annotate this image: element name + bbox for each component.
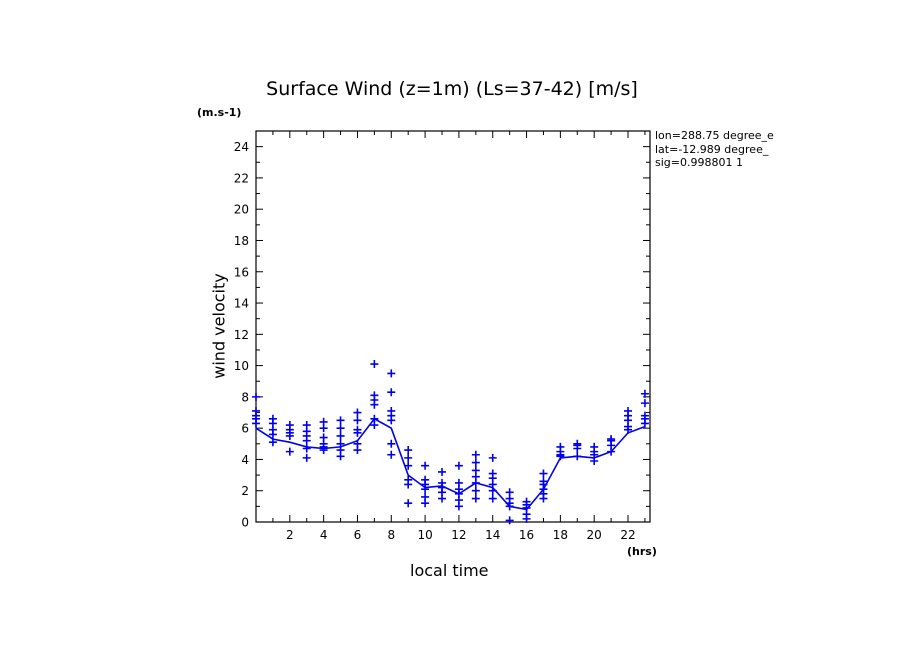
data-point	[404, 499, 413, 508]
data-point	[387, 416, 396, 425]
data-point	[353, 408, 362, 417]
y-tick-label: 12	[234, 328, 249, 342]
data-point	[302, 453, 311, 462]
data-point	[370, 421, 379, 430]
data-point	[252, 419, 260, 428]
x-tick-label: 16	[519, 528, 534, 542]
x-axis-label: local time	[410, 561, 489, 580]
data-point	[336, 431, 345, 440]
data-point	[421, 499, 430, 508]
data-point	[285, 447, 294, 456]
x-tick-label: 8	[387, 528, 395, 542]
data-point	[471, 458, 480, 467]
plot-border	[255, 130, 651, 523]
x-tick-label: 12	[451, 528, 466, 542]
data-point	[573, 444, 582, 453]
data-point	[590, 457, 599, 466]
data-point	[421, 461, 430, 470]
y-tick-label: 20	[234, 203, 249, 217]
data-point	[522, 514, 531, 523]
data-point	[640, 399, 649, 408]
y-tick-label: 24	[234, 140, 249, 154]
data-point	[488, 453, 497, 462]
x-tick-label: 2	[286, 528, 294, 542]
x-tick-label: 18	[553, 528, 568, 542]
info-line: lat=-12.989 degree_	[655, 142, 769, 156]
info-line: sig=0.998801 1	[655, 156, 743, 169]
y-tick-label: 22	[234, 171, 249, 185]
data-point	[404, 453, 413, 462]
data-point	[471, 478, 480, 487]
data-point	[640, 389, 649, 398]
y-tick-label: 2	[241, 484, 249, 498]
data-point	[454, 502, 463, 511]
data-point	[505, 502, 514, 511]
x-tick-label: 6	[354, 528, 362, 542]
data-point	[421, 485, 430, 494]
x-unit-label: (hrs)	[627, 545, 657, 558]
data-marks	[252, 360, 649, 525]
info-box: lon=288.75 degree_e lat=-12.989 degree_ …	[655, 129, 780, 170]
data-point	[505, 516, 514, 525]
data-point	[302, 436, 311, 445]
y-tick-label: 8	[241, 390, 249, 404]
data-point	[471, 450, 480, 459]
data-point	[404, 461, 413, 470]
x-tick-label: 22	[620, 528, 635, 542]
data-point	[404, 446, 413, 455]
data-point	[353, 428, 362, 437]
data-point	[438, 494, 447, 503]
data-point	[539, 494, 548, 503]
data-point	[471, 494, 480, 503]
data-point	[302, 444, 311, 453]
data-point	[640, 419, 649, 428]
data-point	[268, 438, 277, 447]
y-tick-label: 16	[234, 265, 249, 279]
data-point	[454, 461, 463, 470]
data-point	[336, 424, 345, 433]
data-point	[438, 467, 447, 476]
y-tick-label: 0	[241, 516, 249, 530]
info-line: lon=288.75 degree_e	[655, 129, 774, 142]
y-unit-label: (m.s-1)	[197, 106, 242, 119]
data-point	[539, 469, 548, 478]
data-point	[370, 360, 379, 369]
x-tick-label: 10	[417, 528, 432, 542]
data-point	[556, 452, 565, 461]
y-tick-label: 10	[234, 359, 249, 373]
x-tick-label: 4	[320, 528, 328, 542]
x-tick-label: 20	[587, 528, 602, 542]
data-point	[336, 452, 345, 461]
data-point	[353, 416, 362, 425]
data-point	[387, 369, 396, 378]
data-point	[607, 447, 616, 456]
data-point	[319, 446, 328, 455]
data-point	[353, 446, 362, 455]
data-point	[488, 486, 497, 495]
x-tick-label: 14	[485, 528, 500, 542]
chart-title: Surface Wind (z=1m) (Ls=37-42) [m/s]	[266, 78, 638, 100]
y-tick-label: 6	[241, 422, 249, 436]
y-tick-label: 14	[234, 297, 249, 311]
data-point	[285, 431, 294, 440]
data-point	[336, 416, 345, 425]
y-tick-label: 18	[234, 234, 249, 248]
data-point	[624, 425, 633, 434]
data-point	[252, 392, 260, 401]
mean-wind-line	[255, 417, 646, 511]
data-point	[488, 494, 497, 503]
data-point	[573, 452, 582, 461]
data-point	[319, 424, 328, 433]
y-tick-label: 4	[241, 453, 249, 467]
data-point	[268, 430, 277, 439]
data-point	[370, 400, 379, 409]
data-point	[404, 480, 413, 489]
data-point	[471, 486, 480, 495]
data-point	[387, 439, 396, 448]
data-point	[387, 450, 396, 459]
data-point	[387, 388, 396, 397]
